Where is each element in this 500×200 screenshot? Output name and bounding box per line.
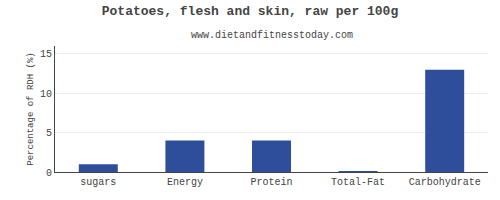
svg-text:0: 0 — [46, 168, 52, 179]
svg-text:Total-Fat: Total-Fat — [331, 177, 385, 188]
svg-text:Potatoes, flesh and skin, raw: Potatoes, flesh and skin, raw per 100g — [102, 4, 399, 19]
svg-text:5: 5 — [46, 128, 52, 139]
svg-text:15: 15 — [40, 49, 52, 60]
svg-text:www.dietandfitnesstoday.com: www.dietandfitnesstoday.com — [191, 30, 353, 41]
svg-text:10: 10 — [40, 89, 52, 100]
svg-text:Energy: Energy — [167, 177, 203, 188]
svg-text:Protein: Protein — [250, 177, 292, 188]
svg-text:sugars: sugars — [80, 177, 116, 188]
svg-text:Percentage of RDH (%): Percentage of RDH (%) — [26, 52, 36, 165]
svg-text:Carbohydrate: Carbohydrate — [409, 177, 481, 188]
